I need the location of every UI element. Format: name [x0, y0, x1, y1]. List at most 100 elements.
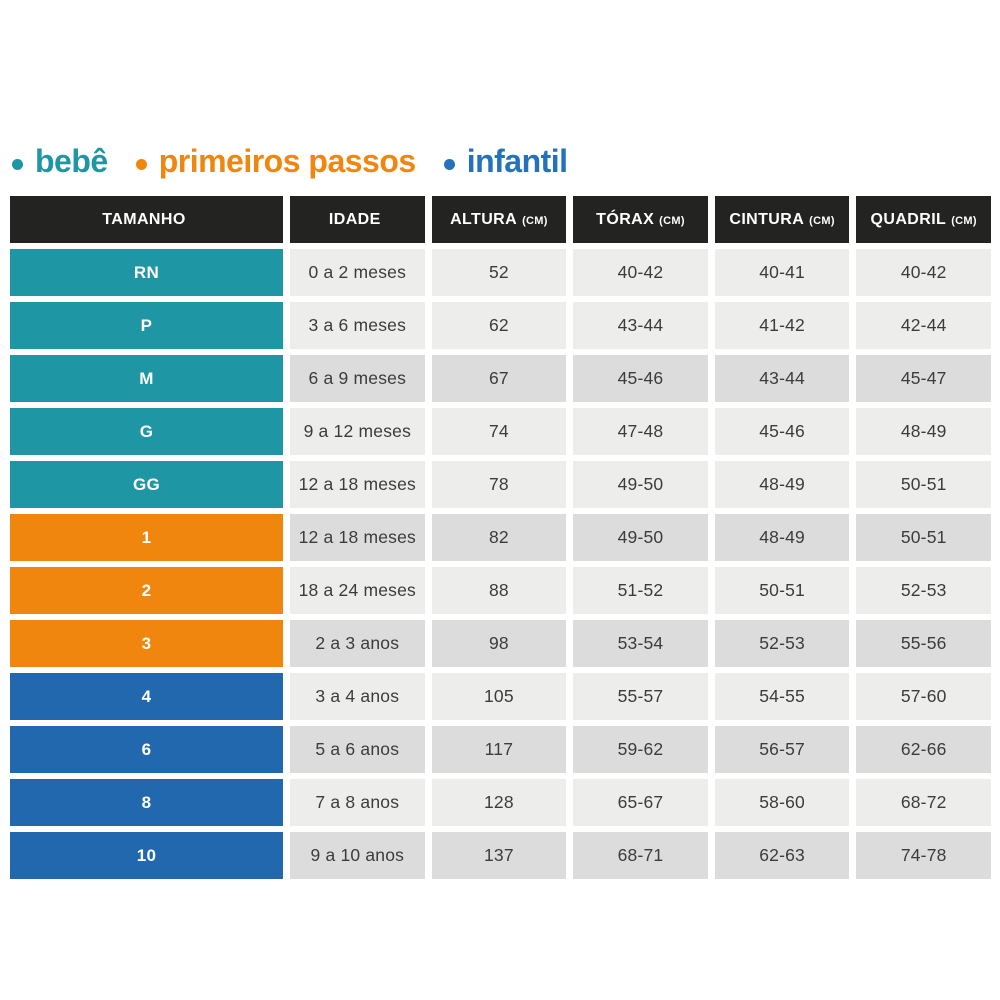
cell-idade: 7 a 8 anos — [290, 779, 425, 826]
cell-altura: 82 — [431, 514, 567, 561]
col-header-unit: (CM) — [809, 214, 835, 227]
cell-torax: 59-62 — [573, 726, 708, 773]
size-cell: GG — [10, 461, 283, 508]
size-cell: 4 — [10, 673, 283, 720]
size-cell: P — [10, 302, 283, 349]
cell-quadril: 48-49 — [856, 408, 991, 455]
cell-torax: 43-44 — [573, 302, 708, 349]
col-header-unit: (CM) — [951, 214, 977, 227]
cell-quadril: 55-56 — [856, 620, 991, 667]
col-header-label: CINTURA — [729, 210, 805, 228]
cell-altura: 117 — [431, 726, 567, 773]
cell-quadril: 45-47 — [856, 355, 991, 402]
legend-label: bebê — [35, 143, 108, 179]
cell-cintura: 56-57 — [714, 726, 850, 773]
bullet-icon — [135, 159, 147, 171]
col-header-label: TÓRAX — [596, 210, 655, 228]
col-header-cintura: CINTURA (CM) — [714, 196, 850, 243]
legend-item-infantil: infantil — [443, 143, 568, 179]
cell-quadril: 50-51 — [856, 514, 991, 561]
cell-idade: 0 a 2 meses — [290, 249, 425, 296]
cell-idade: 3 a 6 meses — [290, 302, 425, 349]
legend-label: primeiros passos — [158, 143, 417, 179]
cell-cintura: 58-60 — [714, 779, 850, 826]
col-header-quadril: QUADRIL (CM) — [856, 196, 991, 243]
col-header-unit: (CM) — [659, 214, 685, 227]
col-header-tamanho: TAMANHO — [10, 196, 283, 243]
size-cell: 2 — [10, 567, 283, 614]
col-header-label: TAMANHO — [102, 210, 186, 228]
col-header-label: ALTURA — [450, 210, 518, 228]
cell-altura: 78 — [431, 461, 567, 508]
col-header-unit: (CM) — [522, 214, 548, 227]
cell-cintura: 48-49 — [714, 514, 850, 561]
size-table: TAMANHO IDADE ALTURA (CM) TÓRAX (CM) CINTU… — [10, 196, 991, 879]
category-legend: bebê primeiros passos infantil — [12, 143, 568, 179]
size-cell: 3 — [10, 620, 283, 667]
legend-item-bebe: bebê — [12, 143, 108, 179]
cell-cintura: 62-63 — [714, 832, 850, 879]
cell-idade: 2 a 3 anos — [290, 620, 425, 667]
cell-quadril: 57-60 — [856, 673, 991, 720]
size-cell: RN — [10, 249, 283, 296]
cell-cintura: 54-55 — [714, 673, 850, 720]
col-header-torax: TÓRAX (CM) — [573, 196, 708, 243]
cell-torax: 53-54 — [573, 620, 708, 667]
cell-cintura: 41-42 — [714, 302, 850, 349]
cell-idade: 6 a 9 meses — [290, 355, 425, 402]
cell-torax: 49-50 — [573, 461, 708, 508]
legend-item-primeiros-passos: primeiros passos — [135, 143, 417, 179]
cell-quadril: 42-44 — [856, 302, 991, 349]
cell-altura: 88 — [431, 567, 567, 614]
col-header-label: IDADE — [328, 210, 381, 228]
bullet-icon — [12, 159, 23, 171]
cell-cintura: 52-53 — [714, 620, 850, 667]
cell-torax: 45-46 — [573, 355, 708, 402]
cell-cintura: 40-41 — [714, 249, 850, 296]
size-cell: 1 — [10, 514, 283, 561]
bullet-icon — [443, 159, 455, 171]
cell-idade: 3 a 4 anos — [290, 673, 425, 720]
cell-quadril: 68-72 — [856, 779, 991, 826]
cell-quadril: 50-51 — [856, 461, 991, 508]
cell-quadril: 74-78 — [856, 832, 991, 879]
cell-altura: 52 — [431, 249, 567, 296]
size-cell: G — [10, 408, 283, 455]
size-cell: 10 — [10, 832, 283, 879]
cell-altura: 74 — [431, 408, 567, 455]
cell-idade: 12 a 18 meses — [290, 461, 425, 508]
cell-idade: 9 a 10 anos — [290, 832, 425, 879]
cell-quadril: 62-66 — [856, 726, 991, 773]
cell-quadril: 40-42 — [856, 249, 991, 296]
cell-torax: 65-67 — [573, 779, 708, 826]
cell-cintura: 48-49 — [714, 461, 850, 508]
cell-cintura: 45-46 — [714, 408, 850, 455]
cell-idade: 18 a 24 meses — [290, 567, 425, 614]
cell-altura: 105 — [431, 673, 567, 720]
cell-idade: 5 a 6 anos — [290, 726, 425, 773]
cell-torax: 49-50 — [573, 514, 708, 561]
col-header-altura: ALTURA (CM) — [431, 196, 567, 243]
size-cell: 6 — [10, 726, 283, 773]
cell-altura: 62 — [431, 302, 567, 349]
cell-altura: 128 — [431, 779, 567, 826]
cell-quadril: 52-53 — [856, 567, 991, 614]
cell-torax: 51-52 — [573, 567, 708, 614]
cell-idade: 9 a 12 meses — [290, 408, 425, 455]
cell-torax: 40-42 — [573, 249, 708, 296]
cell-torax: 47-48 — [573, 408, 708, 455]
cell-idade: 12 a 18 meses — [290, 514, 425, 561]
col-header-idade: IDADE — [290, 196, 425, 243]
cell-torax: 55-57 — [573, 673, 708, 720]
cell-cintura: 50-51 — [714, 567, 850, 614]
size-cell: 8 — [10, 779, 283, 826]
cell-cintura: 43-44 — [714, 355, 850, 402]
cell-altura: 67 — [431, 355, 567, 402]
cell-altura: 137 — [431, 832, 567, 879]
col-header-label: QUADRIL — [870, 210, 947, 228]
cell-torax: 68-71 — [573, 832, 708, 879]
size-cell: M — [10, 355, 283, 402]
legend-label: infantil — [466, 143, 568, 179]
cell-altura: 98 — [431, 620, 567, 667]
